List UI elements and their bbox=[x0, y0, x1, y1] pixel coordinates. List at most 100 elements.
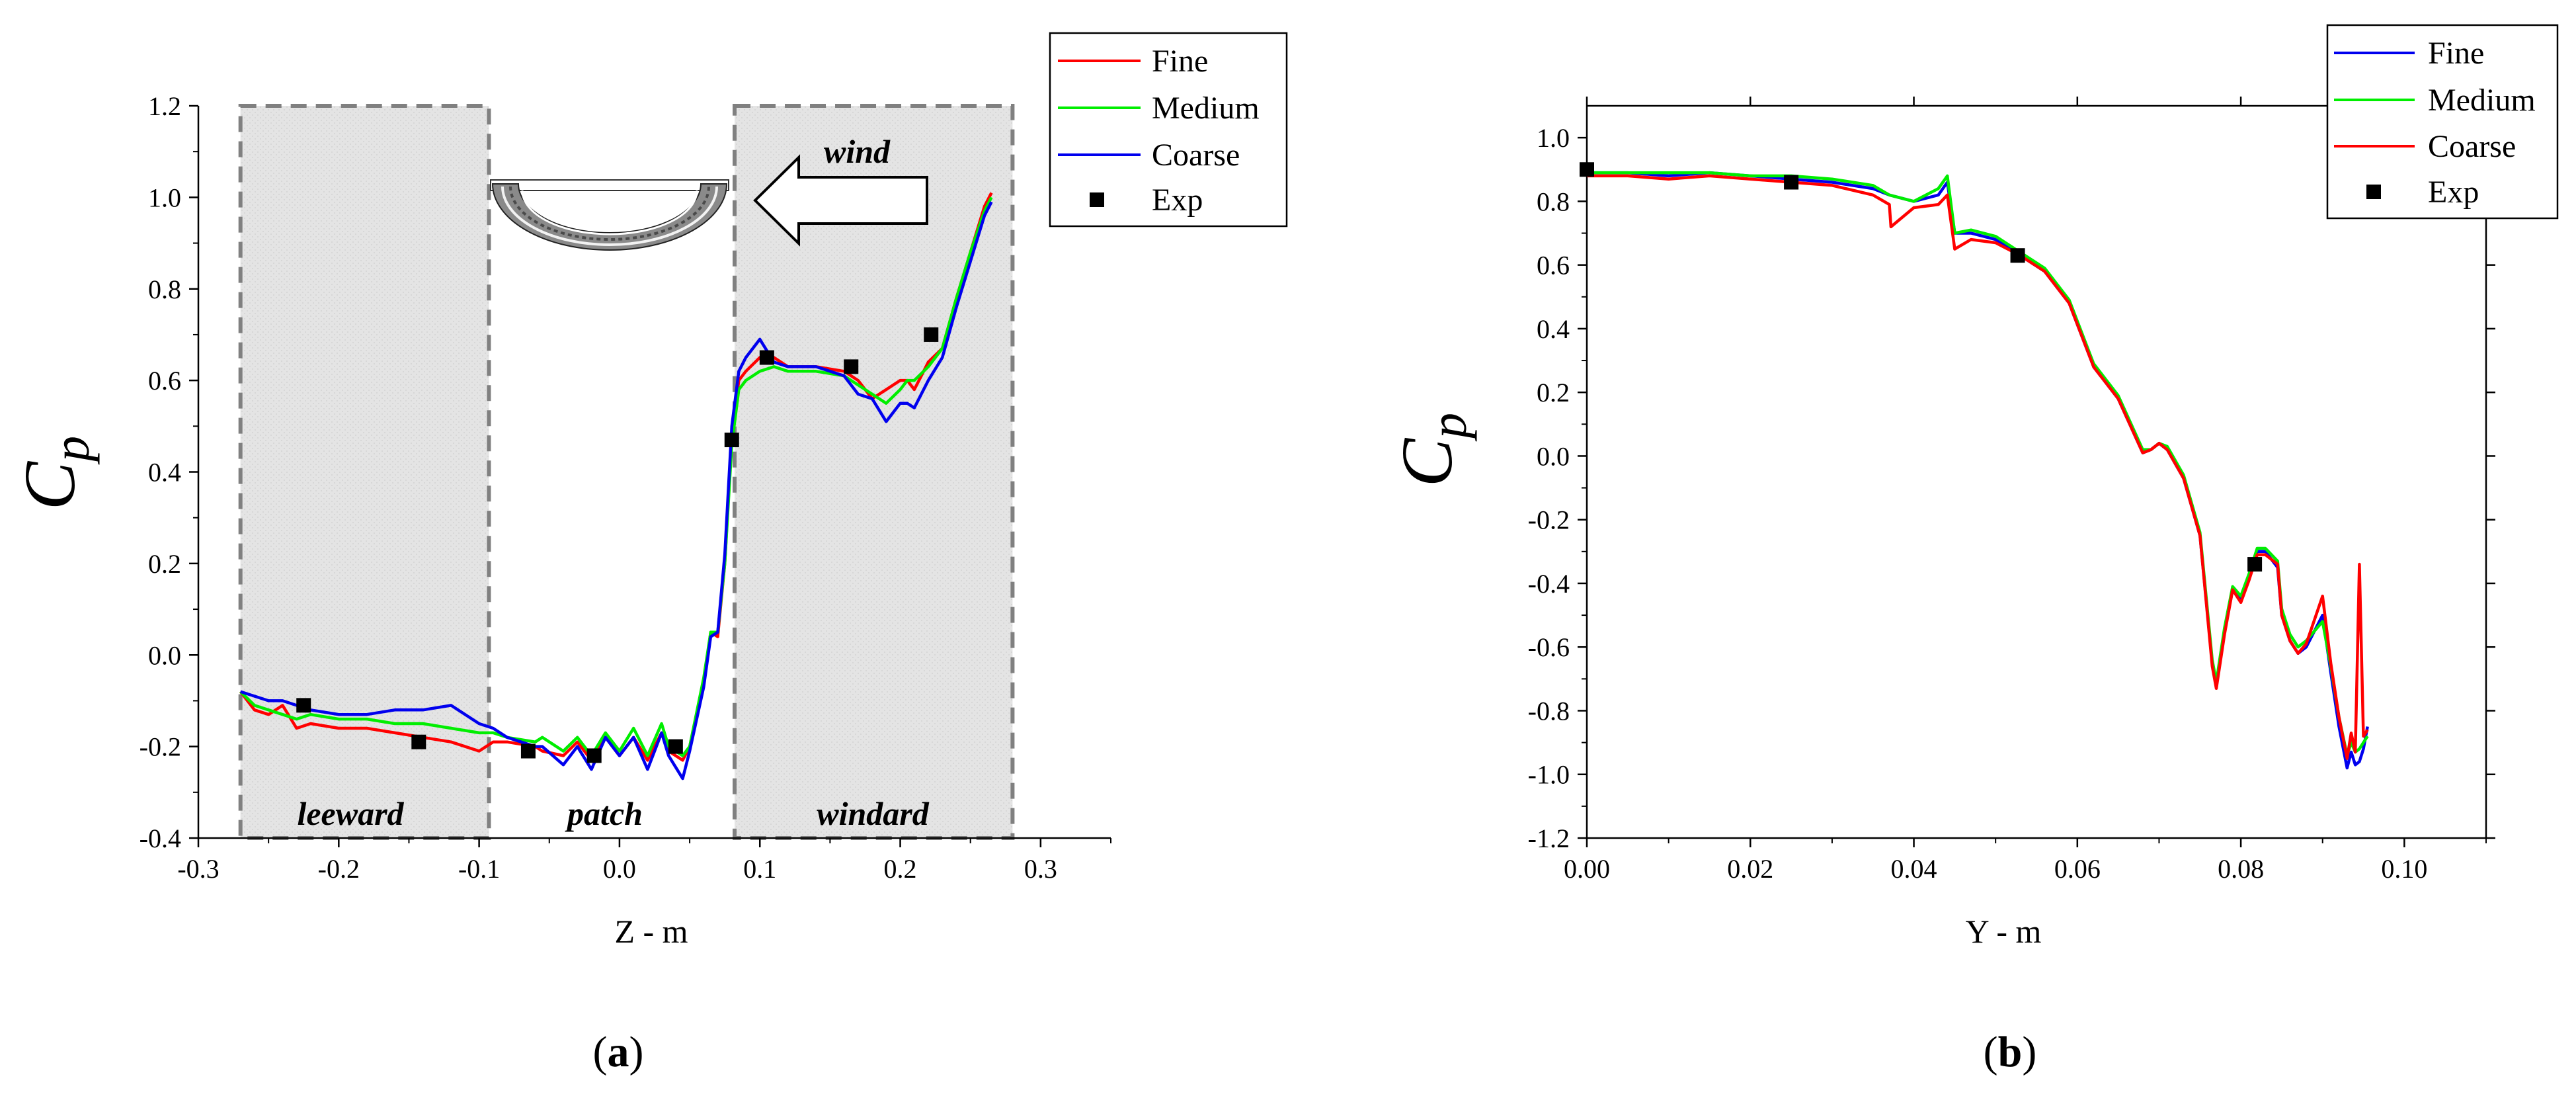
y-tick-label: 0.2 bbox=[1537, 378, 1570, 407]
tick-labels: 0.00 0.02 0.04 0.06 0.08 0.10 -1.2 -1.0 -0.8 -0.6… bbox=[1528, 123, 2428, 884]
region-label-patch: patch bbox=[565, 795, 643, 832]
x-tick-label: 0.02 bbox=[1727, 854, 1773, 884]
exp-point bbox=[668, 739, 683, 754]
x-tick-label: 0.3 bbox=[1024, 854, 1057, 884]
series-lines bbox=[239, 192, 993, 781]
y-tick-label: 1.0 bbox=[148, 183, 181, 212]
region-windard bbox=[733, 104, 1015, 840]
region-label-windard: windard bbox=[817, 795, 930, 832]
series-line-medium bbox=[239, 196, 993, 757]
panel-label-b-letter: b bbox=[1998, 1028, 2023, 1076]
legend-label-exp: Exp bbox=[1152, 183, 1203, 218]
x-tick-label: 0.1 bbox=[743, 854, 776, 884]
x-tick-label: 0.04 bbox=[1891, 854, 1937, 884]
panel-label-b-close: ) bbox=[2022, 1028, 2036, 1076]
panel-a-chart: wind -0.3 -0.2 -0.1 0.0 0.1 0.2 0.3 -0.4 -0.2 0.0… bbox=[9, 32, 1288, 1076]
legend-label-exp: Exp bbox=[2428, 175, 2479, 210]
panel-label-a-letter: a bbox=[608, 1028, 629, 1076]
exp-point bbox=[924, 327, 939, 342]
y-tick-label: 0.0 bbox=[1537, 441, 1570, 471]
y-tick-label: 0.8 bbox=[1537, 187, 1570, 216]
exp-point bbox=[520, 743, 536, 759]
exp-point bbox=[411, 734, 426, 749]
x-tick-label: -0.3 bbox=[177, 854, 219, 884]
x-tick-label: 0.0 bbox=[603, 854, 636, 884]
region-shading bbox=[238, 104, 1015, 840]
x-tick-label: 0.2 bbox=[884, 854, 917, 884]
x-tick-label: 0.06 bbox=[2054, 854, 2101, 884]
legend-label-fine: Fine bbox=[1152, 44, 1208, 79]
legend-label-fine: Fine bbox=[2428, 36, 2484, 71]
y-axis-label-main: C bbox=[1387, 437, 1467, 487]
exp-point bbox=[759, 350, 774, 365]
y-axis-label-sub: p bbox=[42, 436, 100, 465]
axes-frame bbox=[189, 105, 1111, 847]
y-tick-label: 1.2 bbox=[148, 91, 181, 121]
y-tick-label: 1.0 bbox=[1537, 123, 1570, 153]
legend-marker-exp bbox=[1090, 192, 1104, 207]
x-axis-label: Y - m bbox=[1966, 913, 2042, 950]
legend-label-medium: Medium bbox=[1152, 91, 1260, 126]
x-tick-label: -0.1 bbox=[458, 854, 500, 884]
x-axis-label: Z - m bbox=[614, 913, 688, 950]
series-line-coarse bbox=[240, 201, 993, 781]
x-tick-label: 0.00 bbox=[1564, 854, 1610, 884]
exp-point bbox=[2010, 248, 2025, 263]
y-axis-label: Cp bbox=[1387, 413, 1477, 487]
legend: Fine Medium Coarse Exp bbox=[1049, 32, 1288, 228]
tire-icon bbox=[490, 179, 729, 251]
y-tick-label: 0.8 bbox=[148, 274, 181, 304]
tick-labels: -0.3 -0.2 -0.1 0.0 0.1 0.2 0.3 -0.4 -0.2 0.0 0.2 0.… bbox=[140, 91, 1057, 884]
y-tick-label: -0.4 bbox=[1528, 569, 1570, 599]
legend-label-medium: Medium bbox=[2428, 83, 2536, 118]
y-tick-label: 0.4 bbox=[148, 458, 181, 487]
region-label-leeward: leeward bbox=[297, 795, 404, 832]
x-tick-label: 0.10 bbox=[2381, 854, 2427, 884]
y-axis-label-main: C bbox=[9, 460, 90, 510]
x-tick-label: -0.2 bbox=[318, 854, 360, 884]
exp-point bbox=[724, 433, 739, 448]
panel-label-b-open: ( bbox=[1984, 1028, 1998, 1076]
series-line-coarse bbox=[1587, 174, 2369, 760]
y-axis-label: Cp bbox=[9, 436, 100, 510]
panel-label-a: (a) bbox=[593, 1028, 644, 1076]
panel-b-chart: 0.00 0.02 0.04 0.06 0.08 0.10 -1.2 -1.0 -0.8 -0.6… bbox=[1387, 24, 2559, 1076]
legend-label-coarse: Coarse bbox=[1152, 138, 1240, 173]
y-axis-label-sub: p bbox=[1420, 413, 1477, 442]
wind-arrow: wind bbox=[753, 133, 928, 247]
y-tick-label: -0.2 bbox=[1528, 505, 1570, 535]
y-tick-label: -0.4 bbox=[140, 824, 181, 853]
legend-label-coarse: Coarse bbox=[2428, 129, 2516, 164]
exp-point bbox=[2247, 557, 2263, 572]
series-lines bbox=[1587, 171, 2369, 770]
exp-point bbox=[296, 698, 311, 713]
exp-point bbox=[1784, 175, 1799, 190]
y-tick-label: 0.6 bbox=[148, 366, 181, 396]
exp-markers bbox=[1580, 162, 2263, 572]
exp-point bbox=[1580, 162, 1594, 177]
panel-label-a-close: ) bbox=[629, 1028, 644, 1076]
panel-label-a-open: ( bbox=[593, 1028, 608, 1076]
series-line-medium bbox=[1587, 171, 2369, 757]
y-tick-label: -0.2 bbox=[140, 732, 181, 762]
y-tick-label: 0.6 bbox=[1537, 251, 1570, 280]
legend-marker-exp bbox=[2366, 185, 2381, 199]
wind-label: wind bbox=[824, 133, 891, 170]
panel-label-b: (b) bbox=[1984, 1028, 2037, 1076]
y-tick-label: -0.8 bbox=[1528, 696, 1570, 726]
region-leeward bbox=[238, 104, 491, 840]
series-line-fine bbox=[239, 192, 993, 762]
legend: Fine Medium Coarse Exp bbox=[2326, 24, 2559, 220]
y-tick-label: 0.0 bbox=[148, 640, 181, 670]
x-tick-label: 0.08 bbox=[2218, 854, 2264, 884]
exp-point bbox=[844, 359, 859, 374]
axes-frame bbox=[1578, 97, 2495, 847]
y-tick-label: 0.2 bbox=[148, 549, 181, 579]
y-tick-label: -0.6 bbox=[1528, 632, 1570, 662]
y-tick-label: -1.0 bbox=[1528, 760, 1570, 790]
series-line-fine bbox=[1587, 171, 2369, 770]
exp-point bbox=[586, 748, 602, 763]
y-tick-label: 0.4 bbox=[1537, 314, 1570, 344]
y-tick-label: -1.2 bbox=[1528, 824, 1570, 853]
